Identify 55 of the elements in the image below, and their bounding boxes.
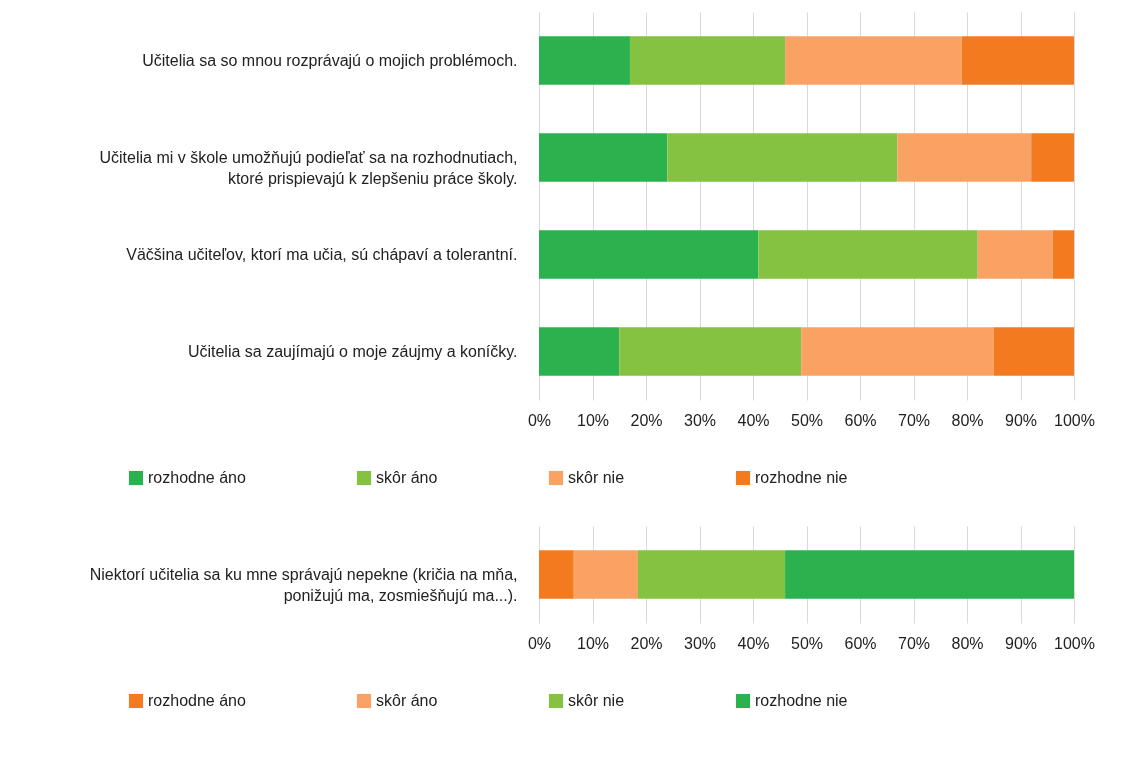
bar <box>785 550 1074 599</box>
bar <box>573 550 638 599</box>
x-tick-label: 90% <box>1004 411 1038 429</box>
bar <box>801 327 994 376</box>
x-tick-label: 50% <box>790 634 824 652</box>
x-tick-label: 60% <box>844 411 877 429</box>
y-tick-label: Niektorí učitelia sa ku mne správajú nepekne (kričia na mňa, ponižujú ma, zosmiešňujú ma...). <box>89 565 518 604</box>
bar <box>897 133 1032 182</box>
legend-label: rozhodne áno <box>148 469 246 486</box>
bar <box>993 327 1074 376</box>
x-tick-label: 100% <box>1054 634 1095 652</box>
bar <box>961 36 1074 85</box>
legend-label: skôr nie <box>568 692 625 709</box>
bar <box>539 133 668 182</box>
bar <box>1052 230 1074 279</box>
x-tick-label: 60% <box>844 634 877 652</box>
legend-label: skôr nie <box>568 469 625 486</box>
x-tick-label: 70% <box>897 634 931 652</box>
bar <box>629 36 786 85</box>
x-tick-label: 80% <box>951 634 984 652</box>
x-tick-label: 20% <box>630 411 663 429</box>
y-tick-label: Učitelia sa zaujímajú o moje záujmy a koníčky. <box>187 342 518 360</box>
x-tick-label: 50% <box>790 411 824 429</box>
x-tick-label: 40% <box>737 411 770 429</box>
x-tick-label: 0% <box>527 411 552 429</box>
bar <box>619 327 802 376</box>
x-tick-label: 30% <box>683 411 717 429</box>
x-tick-label: 10% <box>576 634 610 652</box>
y-tick-label: Väčšina učiteľov, ktorí ma učia, sú chápaví a tolerantní. <box>126 245 518 263</box>
x-tick-label: 10% <box>576 411 610 429</box>
x-tick-label: 70% <box>897 411 931 429</box>
legend-label: skôr áno <box>376 692 438 709</box>
bar <box>977 230 1053 279</box>
legend-label: rozhodne nie <box>755 692 848 709</box>
bar <box>637 550 786 599</box>
y-tick-label: Učitelia mi v škole umožňujú podieľať sa na rozhodnutiach, ktoré prispievajú k zlepšeniu práce školy. <box>99 148 518 187</box>
x-tick-label: 80% <box>951 411 984 429</box>
y-tick-label: Učitelia sa so mnou rozprávajú o mojich problémoch. <box>142 51 518 69</box>
bar <box>785 36 962 85</box>
bar <box>758 230 978 279</box>
x-tick-label: 0% <box>527 634 552 652</box>
bar <box>539 230 759 279</box>
x-tick-label: 40% <box>737 634 770 652</box>
legend-label: skôr áno <box>376 469 438 486</box>
x-tick-label: 100% <box>1054 411 1095 429</box>
bar <box>1031 133 1074 182</box>
bar <box>539 327 620 376</box>
x-tick-label: 90% <box>1004 634 1038 652</box>
bar <box>539 550 574 599</box>
legend-label: rozhodne áno <box>148 692 246 709</box>
x-tick-label: 30% <box>683 634 717 652</box>
bar <box>667 133 898 182</box>
legend-label: rozhodne nie <box>755 469 848 486</box>
x-tick-label: 20% <box>630 634 663 652</box>
bar <box>539 36 630 85</box>
